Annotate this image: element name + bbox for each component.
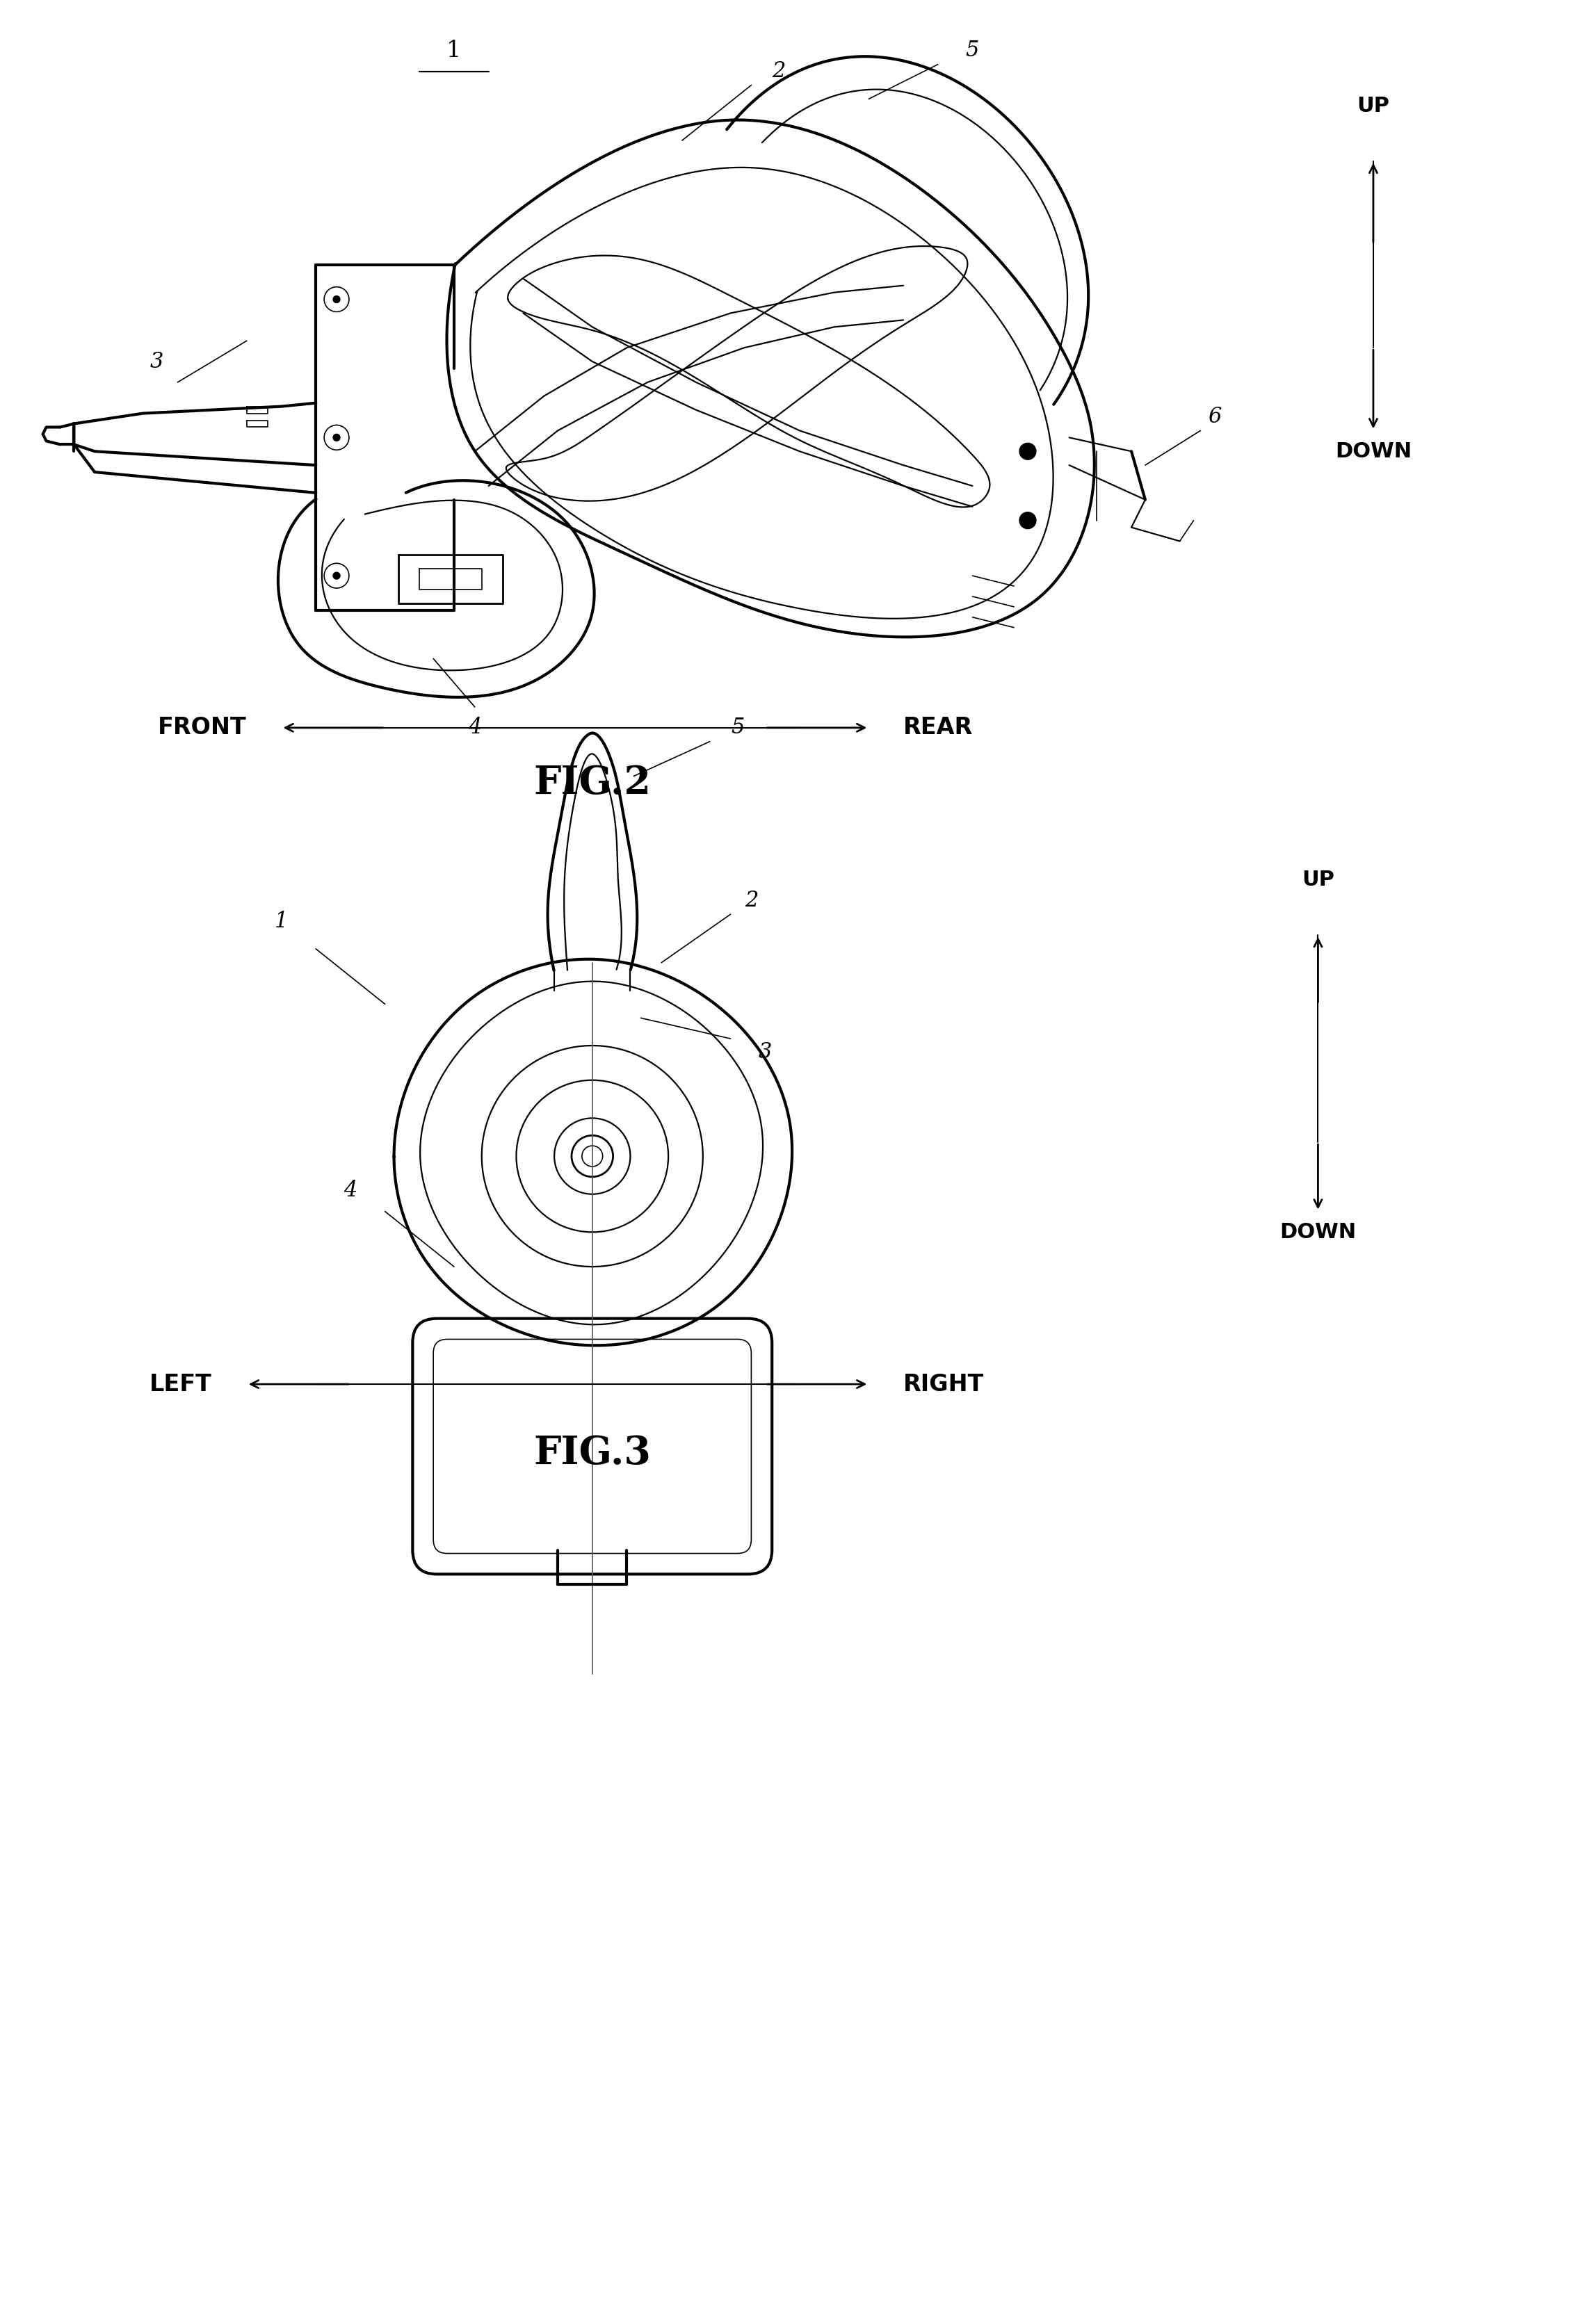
Text: UP: UP [1357,95,1389,116]
Text: FIG.2: FIG.2 [533,765,651,802]
Circle shape [333,435,340,442]
Text: 1: 1 [275,911,288,932]
Text: 2: 2 [772,60,786,81]
Text: 4: 4 [468,716,482,739]
Text: DOWN: DOWN [1279,1222,1356,1243]
Text: UP: UP [1301,869,1335,890]
Circle shape [1020,444,1036,460]
Text: 1: 1 [447,40,461,63]
Text: RIGHT: RIGHT [904,1373,985,1397]
Text: 2: 2 [745,890,757,911]
Text: 3: 3 [759,1041,772,1064]
Text: 4: 4 [344,1181,356,1202]
Text: 3: 3 [150,351,164,372]
Text: 5: 5 [730,716,745,739]
Text: FRONT: FRONT [158,716,247,739]
Text: 5: 5 [966,40,978,60]
Circle shape [1020,511,1036,530]
Text: REAR: REAR [904,716,974,739]
Text: 6: 6 [1208,407,1220,428]
Text: LEFT: LEFT [150,1373,212,1397]
Circle shape [333,295,340,302]
Circle shape [333,572,340,579]
Text: DOWN: DOWN [1335,442,1411,462]
Text: FIG.3: FIG.3 [533,1434,651,1473]
